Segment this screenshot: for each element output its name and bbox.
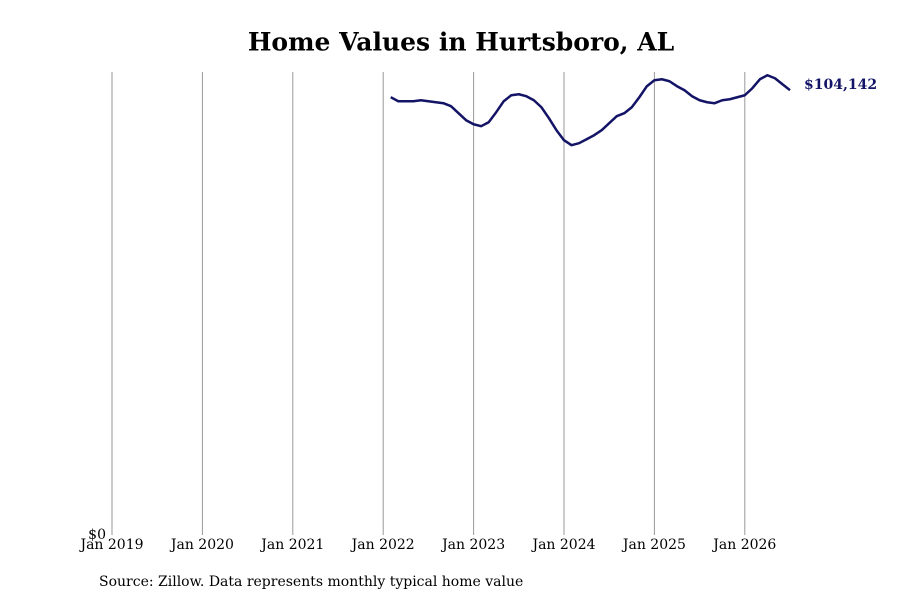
line [390, 74, 791, 147]
y-tick-label: $0 [88, 527, 106, 543]
value-label: $104,142 [804, 77, 877, 93]
x-tick-label: Jan 2022 [350, 537, 415, 553]
x-tick-label: Jan 2020 [169, 537, 234, 553]
x-tick-label: Jan 2024 [530, 537, 595, 553]
x-tick-label: Jan 2023 [440, 537, 505, 553]
source-note: Source: Zillow. Data represents monthly … [99, 574, 523, 590]
chart-title: Home Values in Hurtsboro, AL [248, 28, 675, 57]
x-tick-label: Jan 2019 [78, 537, 143, 553]
x-tick-label: Jan 2026 [711, 537, 776, 553]
x-tick-label: Jan 2025 [621, 537, 686, 553]
x-tick-label: Jan 2021 [259, 537, 324, 553]
